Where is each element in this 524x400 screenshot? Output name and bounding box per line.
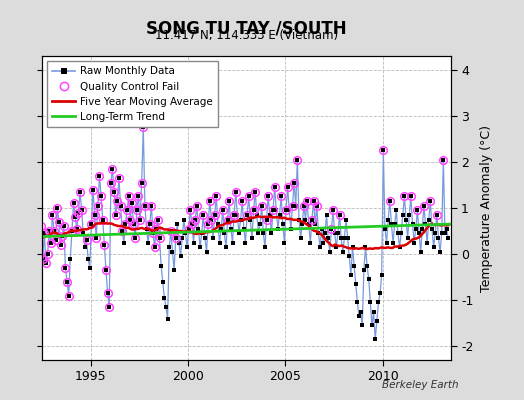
Y-axis label: Temperature Anomaly (°C): Temperature Anomaly (°C) [481,124,494,292]
Title: SONG TU TAY /SOUTH: SONG TU TAY /SOUTH [146,20,346,38]
Text: Berkeley Earth: Berkeley Earth [382,380,458,390]
Legend: Raw Monthly Data, Quality Control Fail, Five Year Moving Average, Long-Term Tren: Raw Monthly Data, Quality Control Fail, … [47,61,219,127]
Text: 11.417 N, 114.333 E (Vietnam): 11.417 N, 114.333 E (Vietnam) [155,29,338,42]
